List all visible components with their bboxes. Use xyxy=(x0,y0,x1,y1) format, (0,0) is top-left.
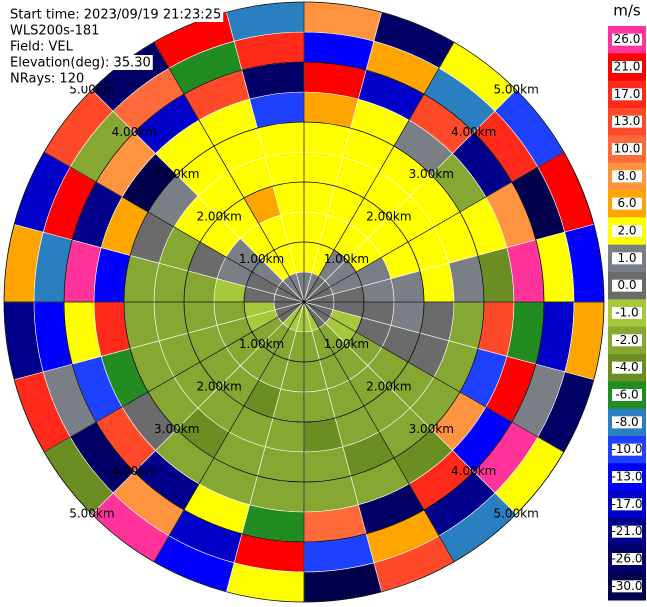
velocity-cell xyxy=(123,255,160,303)
colorbar-tick-label: 1.0 xyxy=(617,251,636,265)
tick-label-bg xyxy=(612,33,642,46)
ring-label: 4.00km xyxy=(451,125,496,139)
overlay: 1.00km 1.00km 1.00km 1.00km 2.00km 2.00km 2.00… xyxy=(3,1,605,603)
colorbar-tick-label: 8.0 xyxy=(617,169,636,183)
ring-label: 3.00km xyxy=(409,167,454,181)
colorbar-tick-label: -1.0 xyxy=(615,306,638,320)
range-ring xyxy=(3,1,605,603)
colorbar-tick-label: -10.0 xyxy=(611,442,642,456)
tick-label-bg xyxy=(612,416,642,429)
tick-label-bg xyxy=(612,525,642,538)
header-bg xyxy=(8,23,102,38)
range-ring xyxy=(243,241,365,363)
ring-label: 1.00km xyxy=(324,252,369,266)
field xyxy=(3,1,605,603)
colorbar-tick-label: 21.0 xyxy=(614,60,641,74)
spoke xyxy=(153,42,455,562)
colorbar-tick-label: -17.0 xyxy=(611,497,642,511)
velocity-cell xyxy=(448,301,485,349)
ring-label: 4.00km xyxy=(112,464,157,478)
ring-label: 3.00km xyxy=(154,167,199,181)
ring-label: 5.00km xyxy=(493,507,538,521)
colorbar-tick-label: -4.0 xyxy=(615,360,638,374)
range-ring xyxy=(63,61,545,543)
header-bg xyxy=(8,55,153,70)
header-line: Elevation(deg): 35.30 xyxy=(10,56,151,71)
colorbar-tick-label: 17.0 xyxy=(614,87,641,101)
tick-label-bg xyxy=(612,443,642,456)
tick-label-bg xyxy=(612,197,642,210)
tick-label-bg xyxy=(612,252,642,265)
header-line: WLS200s-181 xyxy=(10,24,99,39)
ring-label: 2.00km xyxy=(366,210,411,224)
colorbar: m/s 26.0 21.0 17.0 13.0 10.0 8.0 6.0 2.0 1.0 0.0 -1… xyxy=(608,2,646,601)
header: Start time: 2023/09/19 21:23:25WLS200s-1… xyxy=(8,7,224,87)
ring-label: 4.00km xyxy=(451,464,496,478)
range-ring xyxy=(123,121,485,483)
colorbar-tick-label: -2.0 xyxy=(615,333,638,347)
tick-label-bg xyxy=(612,115,642,128)
ring-label: 1.00km xyxy=(239,252,284,266)
tick-label-bg xyxy=(612,225,642,237)
colorbar-tick-label: -8.0 xyxy=(615,415,638,429)
tick-label-bg xyxy=(612,279,642,292)
range-ring xyxy=(183,181,425,423)
tick-label-bg xyxy=(612,61,642,73)
ring-label: 2.00km xyxy=(366,379,411,393)
ring-label: 1.00km xyxy=(239,337,284,351)
tick-label-bg xyxy=(612,361,642,374)
colorbar-tick-label: -6.0 xyxy=(615,388,638,402)
ring-label: 1.00km xyxy=(324,337,369,351)
velocity-cell xyxy=(303,121,351,158)
header-bg xyxy=(8,7,224,22)
colorbar-unit: m/s xyxy=(613,2,641,20)
colorbar-tick-label: -30.0 xyxy=(611,579,642,593)
ring-label: 5.00km xyxy=(493,82,538,96)
ring-label: 2.00km xyxy=(196,210,241,224)
tick-label-bg xyxy=(612,389,642,401)
colorbar-tick-label: 0.0 xyxy=(617,278,636,292)
colorbar-tick-label: 2.0 xyxy=(617,224,636,238)
ring-label: 2.00km xyxy=(196,379,241,393)
tick-label-bg xyxy=(612,170,642,183)
tick-label-bg xyxy=(612,88,642,101)
colorbar-tick-label: 10.0 xyxy=(614,142,641,156)
velocity-cell xyxy=(448,255,485,303)
velocity-cell xyxy=(123,301,160,349)
colorbar-tick-label: 26.0 xyxy=(614,32,641,46)
ring-label: 3.00km xyxy=(154,422,199,436)
tick-label-bg xyxy=(612,498,642,511)
colorbar-tick-label: -21.0 xyxy=(611,524,642,538)
ring-label: 4.00km xyxy=(112,125,157,139)
tick-label-bg xyxy=(612,334,642,347)
velocity-cell xyxy=(303,446,351,483)
ring-label: 5.00km xyxy=(69,507,114,521)
header-line: NRays: 120 xyxy=(10,72,84,87)
ring-label: 3.00km xyxy=(409,422,454,436)
colorbar-tick-label: -13.0 xyxy=(611,470,642,484)
tick-label-bg xyxy=(612,471,642,483)
header-bg xyxy=(8,39,75,54)
header-line: Field: VEL xyxy=(10,40,74,55)
colorbar-tick-label: 6.0 xyxy=(617,196,636,210)
colorbar-tick-label: -26.0 xyxy=(611,552,642,566)
velocity-cell xyxy=(257,446,305,483)
velocity-cell xyxy=(257,121,305,158)
header-bg xyxy=(8,71,87,86)
tick-label-bg xyxy=(612,307,642,319)
colorbar-tick-label: 13.0 xyxy=(614,114,641,128)
tick-label-bg xyxy=(612,580,642,593)
tick-label-bg xyxy=(612,553,642,565)
tick-label-bg xyxy=(612,143,642,155)
header-line: Start time: 2023/09/19 21:23:25 xyxy=(10,8,221,23)
